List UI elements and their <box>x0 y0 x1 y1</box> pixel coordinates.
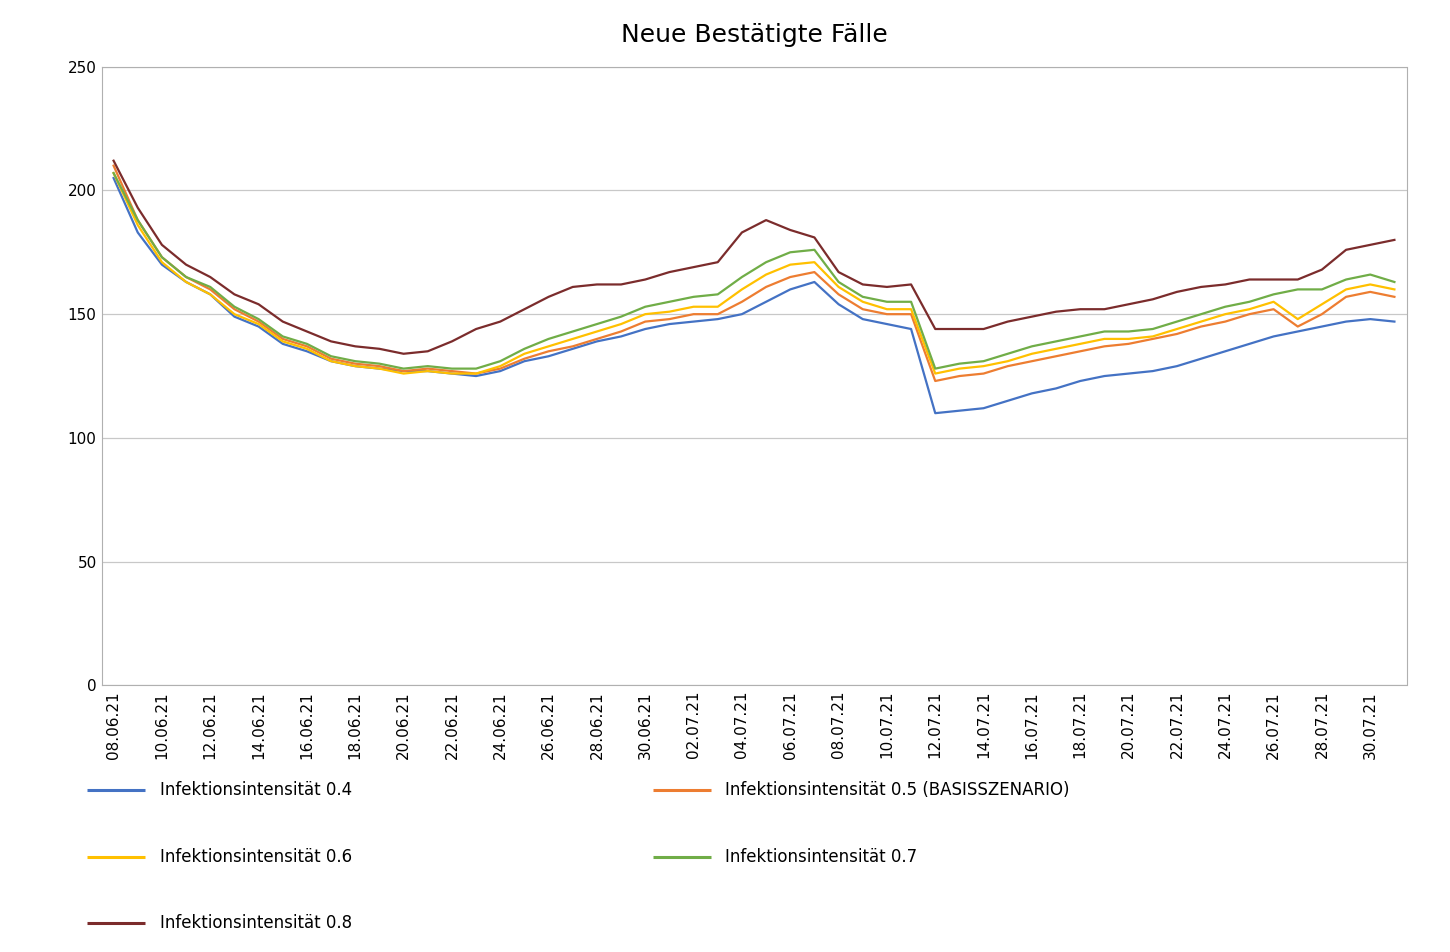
Infektionsintensität 0.8 <box>1386 234 1404 246</box>
Infektionsintensität 0.6 <box>829 281 847 292</box>
Infektionsintensität 0.7 <box>104 168 122 179</box>
Infektionsintensität 0.5 (BASISSZENARIO) <box>589 333 606 345</box>
Infektionsintensität 0.4 <box>104 172 122 184</box>
Infektionsintensität 0.8 <box>999 316 1016 327</box>
Infektionsintensität 0.8 <box>612 279 629 290</box>
Line: Infektionsintensität 0.4: Infektionsintensität 0.4 <box>113 178 1395 413</box>
Text: Infektionsintensität 0.4: Infektionsintensität 0.4 <box>160 782 351 799</box>
Infektionsintensität 0.5 (BASISSZENARIO) <box>879 308 896 320</box>
Infektionsintensität 0.4 <box>879 318 896 329</box>
Infektionsintensität 0.8 <box>104 155 122 167</box>
Infektionsintensität 0.4 <box>806 276 824 288</box>
Infektionsintensität 0.4 <box>322 355 339 367</box>
Infektionsintensität 0.7 <box>1386 276 1404 288</box>
Title: Neue Bestätigte Fälle: Neue Bestätigte Fälle <box>621 23 887 47</box>
Infektionsintensität 0.5 (BASISSZENARIO) <box>927 375 944 387</box>
Infektionsintensität 0.5 (BASISSZENARIO) <box>104 160 122 171</box>
Infektionsintensität 0.4 <box>589 336 606 347</box>
Line: Infektionsintensität 0.8: Infektionsintensität 0.8 <box>113 161 1395 354</box>
Infektionsintensität 0.4 <box>854 313 871 325</box>
Infektionsintensität 0.8 <box>902 279 919 290</box>
Infektionsintensität 0.4 <box>927 407 944 419</box>
Infektionsintensität 0.8 <box>829 267 847 278</box>
Infektionsintensität 0.5 (BASISSZENARIO) <box>1386 291 1404 303</box>
Line: Infektionsintensität 0.5 (BASISSZENARIO): Infektionsintensität 0.5 (BASISSZENARIO) <box>113 166 1395 381</box>
Infektionsintensität 0.6 <box>879 304 896 315</box>
Line: Infektionsintensität 0.6: Infektionsintensität 0.6 <box>113 173 1395 373</box>
Infektionsintensität 0.6 <box>394 367 412 379</box>
Infektionsintensität 0.7 <box>394 363 412 374</box>
Infektionsintensität 0.7 <box>612 311 629 323</box>
Infektionsintensität 0.5 (BASISSZENARIO) <box>999 361 1016 372</box>
Infektionsintensität 0.7 <box>879 296 896 307</box>
Text: Infektionsintensität 0.8: Infektionsintensität 0.8 <box>160 915 351 932</box>
Infektionsintensität 0.7 <box>999 348 1016 360</box>
Infektionsintensität 0.5 (BASISSZENARIO) <box>322 353 339 365</box>
Infektionsintensität 0.5 (BASISSZENARIO) <box>806 267 824 278</box>
Infektionsintensität 0.8 <box>322 336 339 347</box>
Infektionsintensität 0.7 <box>829 276 847 288</box>
Infektionsintensität 0.7 <box>902 296 919 307</box>
Text: Infektionsintensität 0.6: Infektionsintensität 0.6 <box>160 848 351 865</box>
Text: Infektionsintensität 0.5 (BASISSZENARIO): Infektionsintensität 0.5 (BASISSZENARIO) <box>725 782 1070 799</box>
Infektionsintensität 0.8 <box>394 348 412 360</box>
Infektionsintensität 0.6 <box>902 304 919 315</box>
Infektionsintensität 0.8 <box>879 281 896 292</box>
Infektionsintensität 0.6 <box>1386 284 1404 295</box>
Infektionsintensität 0.6 <box>322 355 339 367</box>
Infektionsintensität 0.6 <box>104 168 122 179</box>
Text: Infektionsintensität 0.7: Infektionsintensität 0.7 <box>725 848 916 865</box>
Infektionsintensität 0.6 <box>612 318 629 329</box>
Infektionsintensität 0.4 <box>999 395 1016 407</box>
Infektionsintensität 0.5 (BASISSZENARIO) <box>854 304 871 315</box>
Infektionsintensität 0.4 <box>1386 316 1404 327</box>
Line: Infektionsintensität 0.7: Infektionsintensität 0.7 <box>113 173 1395 368</box>
Infektionsintensität 0.6 <box>999 355 1016 367</box>
Infektionsintensität 0.7 <box>322 350 339 362</box>
